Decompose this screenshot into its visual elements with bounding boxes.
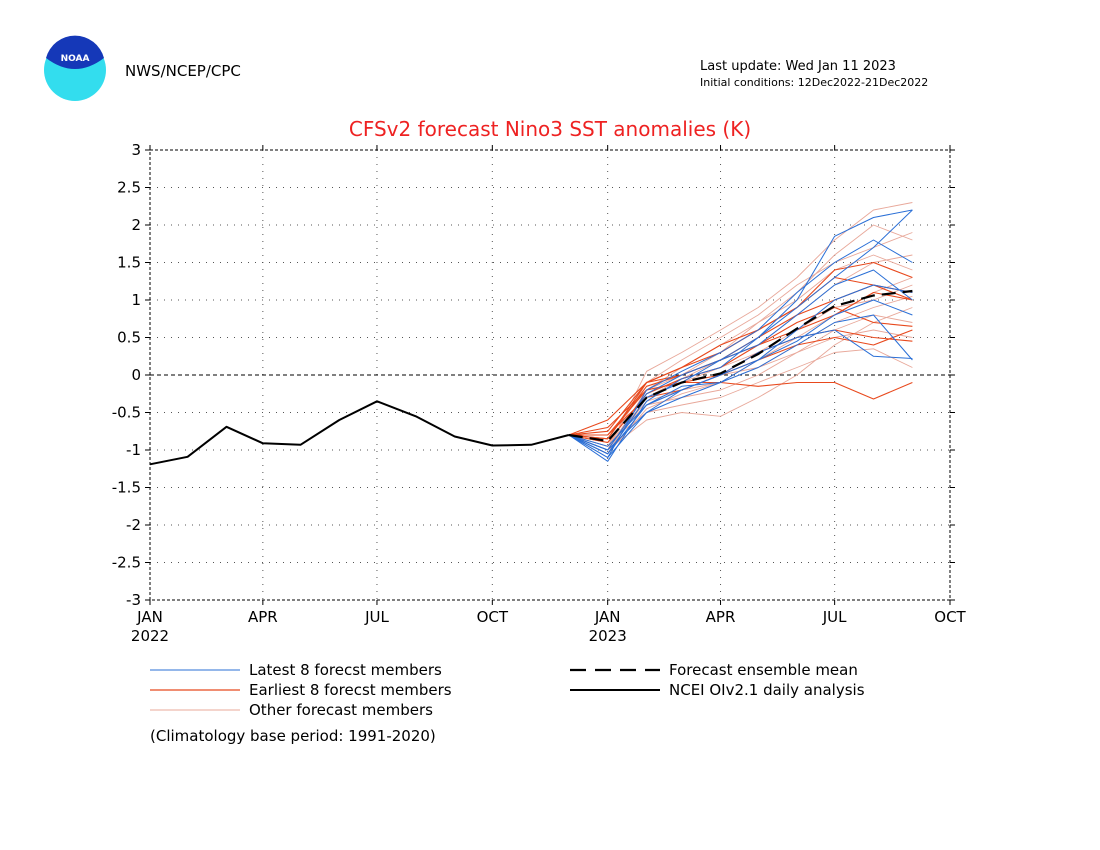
y-tick-label: -1 [126,441,141,459]
legend-entry-mean: Forecast ensemble mean [570,661,858,679]
noaa-logo-text: NOAA [61,54,90,64]
member-line-latest-2 [568,314,913,455]
member-line-other-21 [568,307,913,451]
member-line-latest-1 [568,239,913,458]
initial-conditions: Initial conditions: 12Dec2022-21Dec2022 [700,76,929,89]
member-line-other-16 [568,202,913,451]
y-tick-label: 0.5 [117,329,141,347]
member-line-latest-6 [568,299,913,458]
legend-entry-earliest: Earliest 8 forecst members [150,681,452,699]
member-line-latest-7 [568,209,913,455]
last-update: Last update: Wed Jan 11 2023 [700,59,896,74]
y-tick-label: 1.5 [117,254,141,272]
y-tick-label: 0 [131,366,141,384]
legend-label-mean: Forecast ensemble mean [669,661,858,679]
y-tick-label: -2.5 [112,554,141,572]
legend-entry-other: Other forecast members [150,701,433,719]
forecast-members [568,202,913,462]
x-tick-label: JAN [594,608,621,626]
climatology-note: (Climatology base period: 1991-2020) [150,727,436,745]
x-tick-label: APR [248,608,278,626]
member-line-earliest-14 [568,276,913,440]
x-tick-year: 2022 [131,627,169,645]
x-tick-label: OCT [934,608,966,626]
agency-label: NWS/NCEP/CPC [125,62,241,80]
member-line-earliest-8 [568,261,913,436]
legend-label-earliest: Earliest 8 forecst members [249,681,452,699]
legend-label-latest: Latest 8 forecst members [249,661,442,679]
x-tick-label: OCT [477,608,509,626]
x-tick-label: JAN [136,608,163,626]
ensemble-mean-line [568,289,913,443]
y-tick-label: 2.5 [117,179,141,197]
noaa-logo-bird [46,35,104,69]
member-line-earliest-11 [568,329,913,436]
legend-entry-analysis: NCEI OIv2.1 daily analysis [570,681,865,699]
chart-title: CFSv2 forecast Nino3 SST anomalies (K) [349,117,751,141]
member-line-earliest-15 [568,329,913,436]
legend-label-analysis: NCEI OIv2.1 daily analysis [669,681,865,699]
member-line-latest-3 [568,284,913,451]
noaa-logo: NOAA [44,35,106,101]
y-tick-label: 3 [131,141,141,159]
plot-area: -3-2.5-2-1.5-1-0.500.511.522.53JAN2022AP… [112,141,967,645]
member-line-other-19 [568,348,913,443]
legend-label-other: Other forecast members [249,701,433,719]
member-line-earliest-9 [568,381,913,436]
member-line-other-20 [568,224,913,455]
legend-entry-latest: Latest 8 forecst members [150,661,442,679]
y-tick-label: -1.5 [112,479,141,497]
x-tick-label: APR [706,608,736,626]
member-line-other-22 [568,232,913,447]
x-tick-label: JUL [364,608,389,626]
analysis-line [149,400,570,466]
y-tick-label: -2 [126,516,141,534]
legend: Latest 8 forecst members Earliest 8 forec… [150,661,865,719]
y-tick-label: 2 [131,216,141,234]
y-tick-label: -3 [126,591,141,609]
x-tick-label: JUL [822,608,847,626]
member-line-latest-4 [568,269,913,451]
y-tick-label: -0.5 [112,404,141,422]
y-tick-label: 1 [131,291,141,309]
x-tick-year: 2023 [589,627,627,645]
